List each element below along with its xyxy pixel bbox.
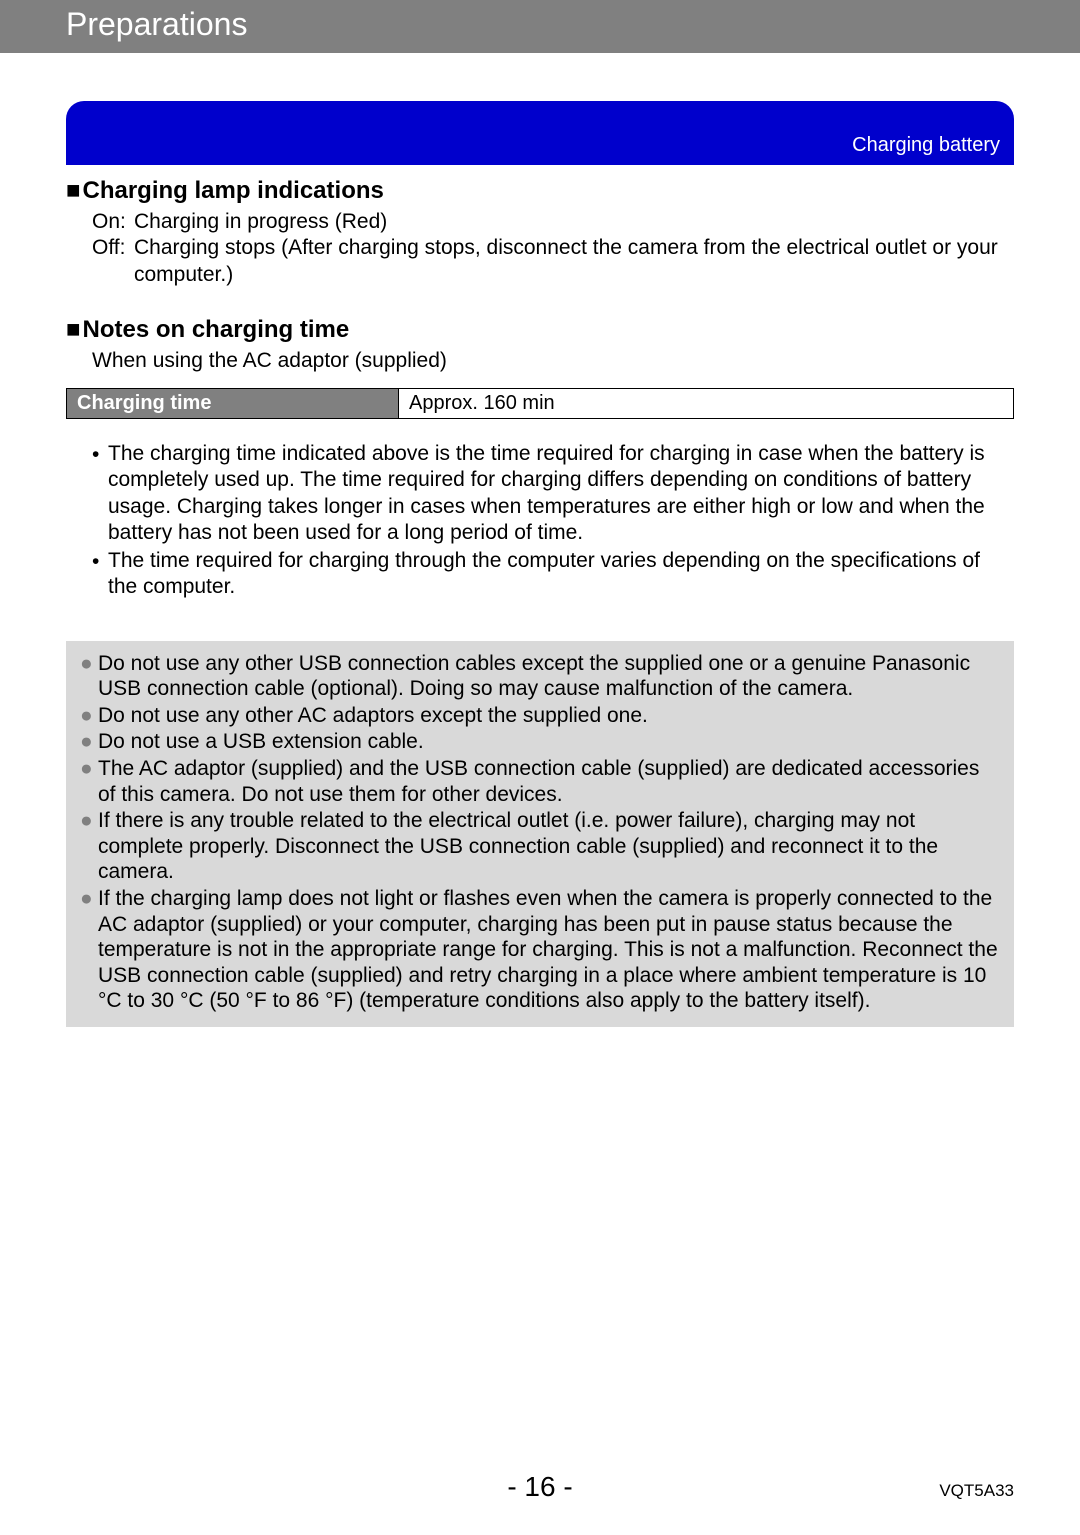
bullet-dot-icon: • (92, 441, 108, 546)
round-bullet-icon: ● (80, 756, 98, 807)
table-label: Charging time (67, 389, 399, 418)
lamp-off-label: Off: (92, 235, 134, 288)
section2-bullets: • The charging time indicated above is t… (66, 441, 1014, 601)
warning-item: ● Do not use any other USB connection ca… (80, 651, 1000, 702)
round-bullet-icon: ● (80, 808, 98, 885)
page-number: - 16 - (507, 1471, 572, 1503)
page-footer: - 16 - VQT5A33 (0, 1471, 1080, 1503)
section2-heading-text: Notes on charging time (83, 316, 350, 343)
document-code: VQT5A33 (939, 1481, 1014, 1501)
warning-item: ● Do not use any other AC adaptors excep… (80, 703, 1000, 729)
lamp-off-text: Charging stops (After charging stops, di… (134, 235, 1014, 288)
warning-text: If the charging lamp does not light or f… (98, 886, 1000, 1014)
section2-heading: ■Notes on charging time (66, 316, 1014, 344)
lamp-on-text: Charging in progress (Red) (134, 209, 1014, 235)
round-bullet-icon: ● (80, 729, 98, 755)
lamp-off-row: Off: Charging stops (After charging stop… (92, 235, 1014, 288)
warning-box: ● Do not use any other USB connection ca… (66, 641, 1014, 1028)
section1-heading: ■Charging lamp indications (66, 177, 1014, 205)
section1-body: On: Charging in progress (Red) Off: Char… (66, 209, 1014, 288)
square-bullet-icon: ■ (66, 316, 81, 344)
round-bullet-icon: ● (80, 886, 98, 1014)
bullet-text: The time required for charging through t… (108, 548, 1014, 601)
warning-item: ● Do not use a USB extension cable. (80, 729, 1000, 755)
warning-item: ● If the charging lamp does not light or… (80, 886, 1000, 1014)
header-bar: Preparations (0, 0, 1080, 53)
warning-item: ● If there is any trouble related to the… (80, 808, 1000, 885)
banner-label: Charging battery (852, 134, 1000, 157)
round-bullet-icon: ● (80, 703, 98, 729)
bullet-item: • The time required for charging through… (92, 548, 1014, 601)
lamp-on-label: On: (92, 209, 134, 235)
round-bullet-icon: ● (80, 651, 98, 702)
warning-text: Do not use any other USB connection cabl… (98, 651, 1000, 702)
lamp-on-row: On: Charging in progress (Red) (92, 209, 1014, 235)
warning-item: ● The AC adaptor (supplied) and the USB … (80, 756, 1000, 807)
bullet-item: • The charging time indicated above is t… (92, 441, 1014, 546)
warning-text: If there is any trouble related to the e… (98, 808, 1000, 885)
warning-text: Do not use any other AC adaptors except … (98, 703, 1000, 729)
warning-text: Do not use a USB extension cable. (98, 729, 1000, 755)
section-banner: Charging battery (66, 101, 1014, 165)
charging-time-table: Charging time Approx. 160 min (66, 388, 1014, 419)
bullet-text: The charging time indicated above is the… (108, 441, 1014, 546)
table-value: Approx. 160 min (399, 389, 1013, 418)
section2-subtext: When using the AC adaptor (supplied) (66, 348, 1014, 374)
bullet-dot-icon: • (92, 548, 108, 601)
page-content: Charging battery ■Charging lamp indicati… (0, 101, 1080, 1027)
warning-text: The AC adaptor (supplied) and the USB co… (98, 756, 1000, 807)
header-title: Preparations (66, 6, 247, 42)
square-bullet-icon: ■ (66, 177, 81, 205)
section1-heading-text: Charging lamp indications (83, 177, 384, 204)
